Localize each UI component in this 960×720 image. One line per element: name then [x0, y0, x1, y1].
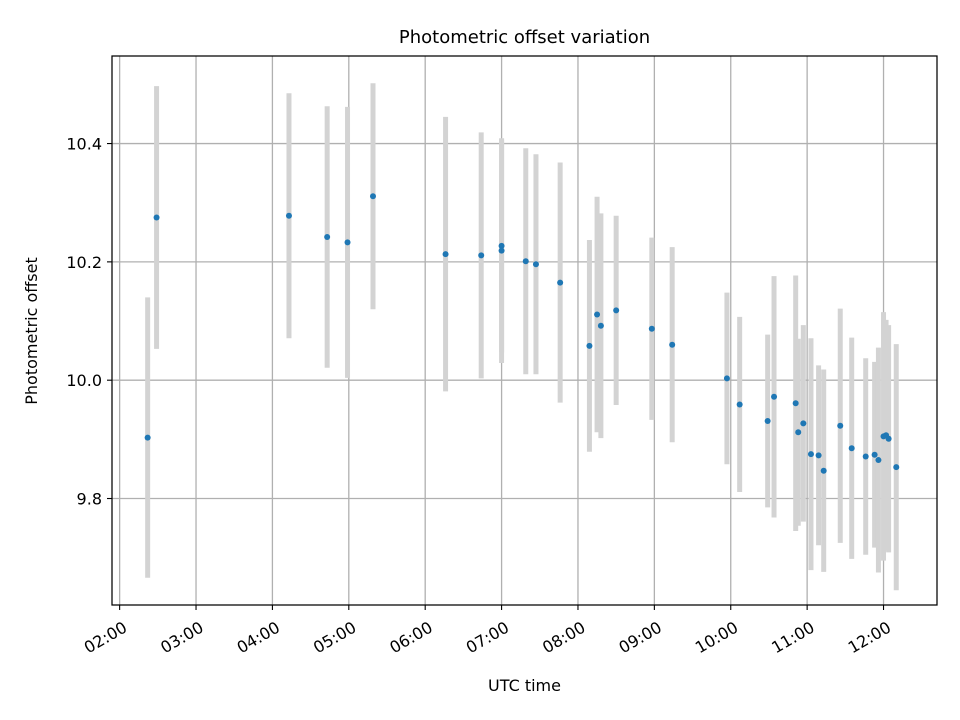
y-tick-label: 10.4	[66, 135, 102, 154]
data-point	[723, 375, 730, 382]
data-point	[764, 418, 771, 425]
data-point	[885, 435, 892, 442]
data-point	[871, 451, 878, 458]
data-point	[669, 341, 676, 348]
data-point	[795, 429, 802, 436]
data-point	[837, 422, 844, 429]
data-point	[478, 252, 485, 259]
data-point	[498, 242, 505, 249]
data-point	[557, 279, 564, 286]
data-point	[586, 342, 593, 349]
data-point	[613, 307, 620, 314]
data-point	[594, 311, 601, 318]
data-point	[800, 420, 807, 427]
data-point	[771, 393, 778, 400]
data-point	[648, 325, 655, 332]
y-tick-label: 9.8	[77, 490, 102, 509]
data-point	[369, 193, 376, 200]
data-point	[344, 239, 351, 246]
data-point	[522, 258, 529, 265]
data-point	[848, 445, 855, 452]
data-point	[144, 434, 151, 441]
chart-title: Photometric offset variation	[399, 27, 650, 48]
data-point	[153, 214, 160, 221]
plot-frame	[111, 55, 938, 606]
data-points	[144, 193, 900, 474]
data-point	[442, 251, 449, 258]
data-point	[597, 322, 604, 329]
x-axis-label: UTC time	[488, 676, 561, 695]
data-point	[285, 212, 292, 219]
data-point	[792, 400, 799, 407]
data-point	[498, 247, 505, 254]
data-point	[862, 453, 869, 460]
data-point	[815, 452, 822, 459]
data-point	[893, 464, 900, 471]
data-point	[875, 457, 882, 464]
data-point	[807, 451, 814, 458]
data-point	[532, 261, 539, 268]
y-axis-label: Photometric offset	[22, 257, 41, 405]
data-point	[736, 401, 743, 408]
y-tick-label: 10.2	[66, 253, 102, 272]
data-point	[324, 234, 331, 241]
y-tick-label: 10.0	[66, 371, 102, 390]
data-point	[820, 467, 827, 474]
